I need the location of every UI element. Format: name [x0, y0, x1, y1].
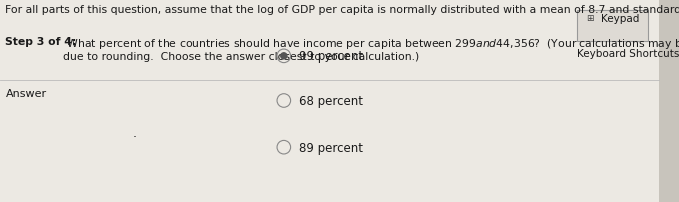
Text: For all parts of this question, assume that the log of GDP per capita is normall: For all parts of this question, assume t…: [5, 5, 679, 15]
Text: .: .: [132, 127, 136, 140]
Text: What percent of the countries should have income per capita between $299 and $44: What percent of the countries should hav…: [63, 36, 679, 62]
FancyBboxPatch shape: [577, 11, 648, 41]
FancyBboxPatch shape: [659, 0, 679, 202]
Text: Answer: Answer: [5, 89, 47, 99]
Text: 99 percent: 99 percent: [299, 50, 363, 63]
Text: Keyboard Shortcuts: Keyboard Shortcuts: [577, 48, 679, 58]
Text: Step 3 of 4:: Step 3 of 4:: [5, 36, 77, 46]
Text: ⊞: ⊞: [586, 14, 593, 23]
Text: Keypad: Keypad: [601, 14, 640, 24]
Ellipse shape: [281, 54, 287, 60]
Text: 89 percent: 89 percent: [299, 141, 363, 154]
Text: 68 percent: 68 percent: [299, 95, 363, 107]
